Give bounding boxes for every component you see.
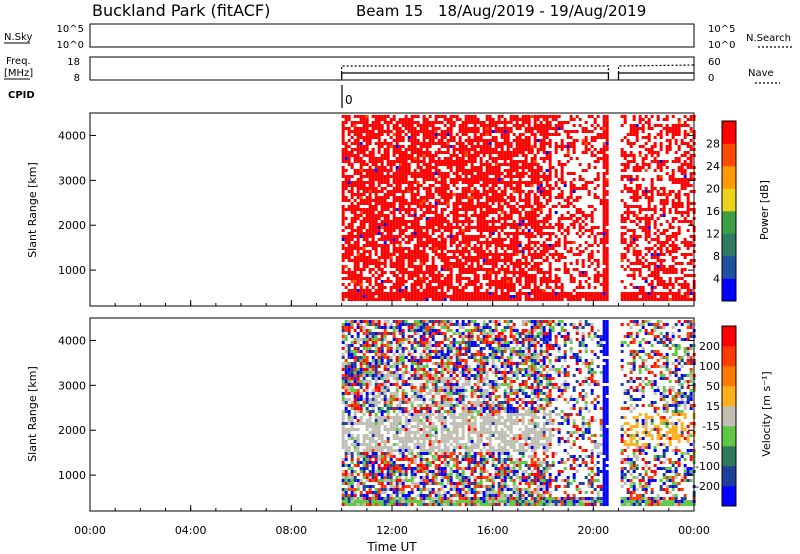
y-tick-label: 4000 (58, 129, 86, 142)
colorbar-segment (722, 326, 736, 347)
colorbar-segment (722, 256, 736, 279)
y-tick-label: 2000 (58, 424, 86, 437)
nave-tick-top: 60 (708, 57, 721, 68)
x-tick-label: 04:00 (175, 524, 207, 537)
station-title: Buckland Park (fitACF) (92, 1, 270, 20)
y-tick-label: 1000 (58, 469, 86, 482)
nsky-tick-bottom: 10^0 (57, 40, 84, 51)
cpid-label: CPID (8, 90, 35, 101)
freq-unit: [MHz] (4, 68, 33, 79)
colorbar-tick-label: 20 (706, 183, 720, 196)
colorbar-segment (722, 366, 736, 387)
nave-label: Nave (748, 68, 774, 79)
x-axis-ticks: 00:00 04:00 08:00 12:00 16:00 20:00 00:00 (74, 300, 710, 537)
nave-line-a (341, 65, 610, 73)
colorbar-segment (722, 166, 736, 189)
colorbar-tick-label: -100 (695, 460, 720, 473)
freq-label: Freq. (6, 56, 31, 67)
velocity-y-ticks: 4000 3000 2000 1000 (58, 334, 694, 482)
colorbar-frame (721, 325, 737, 507)
freq-line-a (341, 72, 610, 80)
power-panel: 4000 3000 2000 1000 Slant Range [km] 28 24 20… (26, 112, 771, 307)
x-tick-label: 16:00 (477, 524, 509, 537)
cpid-value: 0 (345, 93, 353, 107)
nave-tick-bottom: 0 (708, 73, 714, 84)
colorbar-tick-label: -50 (702, 440, 720, 453)
power-colorbar: 28 24 20 16 12 8 4 (706, 120, 737, 302)
nsearch-label: N.Search (746, 33, 791, 44)
colorbar-segment (722, 233, 736, 257)
colorbar-segment (722, 466, 736, 487)
x-tick-label: 20:00 (577, 524, 609, 537)
y-tick-label: 1000 (58, 264, 86, 277)
velocity-colorbar-label: Velocity [m s⁻¹] (760, 371, 773, 456)
beam-label: Beam 15 (356, 2, 423, 20)
velocity-ylabel: Slant Range [km] (26, 366, 39, 462)
power-y-ticks: 4000 3000 2000 1000 (58, 129, 694, 277)
colorbar-segment (722, 188, 736, 212)
x-axis-label: Time UT (366, 540, 417, 554)
freq-line-b (617, 72, 694, 80)
noise-panel-frame (89, 23, 695, 48)
colorbar-segment (722, 406, 736, 427)
colorbar-segment (722, 386, 736, 407)
power-cells (341, 115, 696, 301)
colorbar-tick-label: 50 (706, 380, 720, 393)
colorbar-tick-label: 15 (706, 400, 720, 413)
colorbar-segment (722, 211, 736, 234)
power-ylabel: Slant Range [km] (26, 162, 39, 258)
y-tick-label: 3000 (58, 379, 86, 392)
colorbar-segment (722, 121, 736, 144)
colorbar-segment (722, 486, 736, 507)
date-range: 18/Aug/2019 - 19/Aug/2019 (438, 2, 646, 20)
colorbar-segment (722, 143, 736, 167)
x-tick-label: 00:00 (74, 524, 106, 537)
colorbar-frame (721, 120, 737, 302)
nsky-tick-top: 10^5 (57, 24, 84, 35)
colorbar-tick-label: 24 (706, 160, 720, 173)
x-tick-label: 08:00 (275, 524, 307, 537)
power-colorbar-label: Power [dB] (758, 180, 771, 240)
colorbar-segment (722, 446, 736, 467)
freq-panel-frame (89, 56, 695, 81)
colorbar-tick-label: 100 (699, 360, 720, 373)
colorbar-segment (722, 278, 736, 302)
freq-tick-top: 18 (67, 57, 80, 68)
colorbar-segment (722, 426, 736, 447)
y-tick-label: 4000 (58, 334, 86, 347)
nsearch-tick-top: 10^5 (708, 24, 735, 35)
colorbar-tick-label: 12 (706, 228, 720, 241)
colorbar-tick-label: 8 (713, 250, 720, 263)
velocity-colorbar: 200 100 50 15 -15 -50 -100 -200 (695, 325, 737, 507)
x-tick-label: 12:00 (376, 524, 408, 537)
velocity-cells (341, 320, 696, 506)
colorbar-tick-label: 28 (706, 138, 720, 151)
colorbar-tick-label: 4 (713, 273, 720, 286)
y-tick-label: 2000 (58, 219, 86, 232)
colorbar-tick-label: -15 (702, 420, 720, 433)
colorbar-tick-label: -200 (695, 480, 720, 493)
nsky-label: N.Sky (4, 32, 32, 43)
velocity-panel: 4000 3000 2000 1000 Slant Range [km] 200 100… (26, 317, 773, 512)
x-tick-label: 00:00 (678, 524, 710, 537)
nave-line-b (617, 64, 695, 73)
nsearch-tick-bottom: 10^0 (708, 40, 735, 51)
colorbar-tick-label: 16 (706, 205, 720, 218)
y-tick-label: 3000 (58, 174, 86, 187)
colorbar-segment (722, 346, 736, 367)
freq-tick-bottom: 8 (74, 73, 80, 84)
freq-trace (341, 64, 695, 80)
colorbar-tick-label: 200 (699, 340, 720, 353)
